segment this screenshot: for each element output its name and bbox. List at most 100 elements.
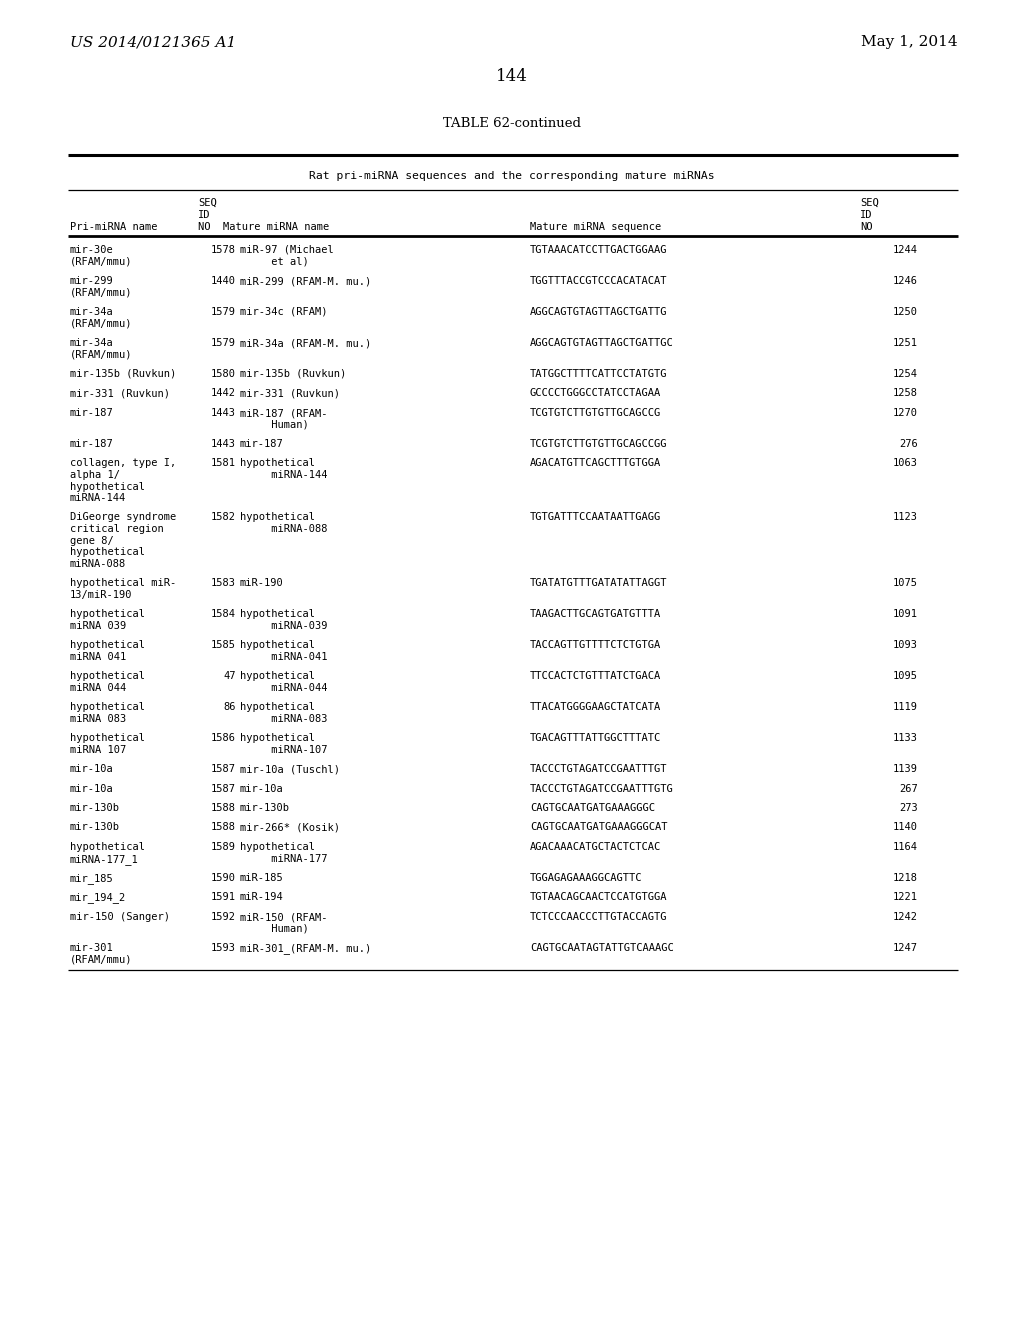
Text: hypothetical
miRNA 041: hypothetical miRNA 041 [70, 640, 145, 661]
Text: miR-190: miR-190 [240, 578, 284, 587]
Text: 1254: 1254 [893, 370, 918, 379]
Text: TCTCCCAACCCTTGTACCAGTG: TCTCCCAACCCTTGTACCAGTG [530, 912, 668, 921]
Text: 1579: 1579 [211, 308, 236, 317]
Text: TATGGCTTTTCATTCCTATGTG: TATGGCTTTTCATTCCTATGTG [530, 370, 668, 379]
Text: mir-135b (Ruvkun): mir-135b (Ruvkun) [240, 370, 346, 379]
Text: hypothetical
     miRNA-083: hypothetical miRNA-083 [240, 702, 328, 723]
Text: mir-299
(RFAM/mmu): mir-299 (RFAM/mmu) [70, 276, 132, 297]
Text: miR-34a (RFAM-M. mu.): miR-34a (RFAM-M. mu.) [240, 338, 372, 348]
Text: TAAGACTTGCAGTGATGTTTA: TAAGACTTGCAGTGATGTTTA [530, 609, 662, 619]
Text: TACCCTGTAGATCCGAATTTGTG: TACCCTGTAGATCCGAATTTGTG [530, 784, 674, 793]
Text: 1164: 1164 [893, 842, 918, 851]
Text: 86: 86 [223, 702, 236, 711]
Text: CAGTGCAATGATGAAAGGGC: CAGTGCAATGATGAAAGGGC [530, 803, 655, 813]
Text: Pri-miRNA name: Pri-miRNA name [70, 222, 158, 232]
Text: 1251: 1251 [893, 338, 918, 348]
Text: 1583: 1583 [211, 578, 236, 587]
Text: 1270: 1270 [893, 408, 918, 418]
Text: mir-130b: mir-130b [70, 803, 120, 813]
Text: hypothetical
     miRNA-177: hypothetical miRNA-177 [240, 842, 328, 863]
Text: 1119: 1119 [893, 702, 918, 711]
Text: ID: ID [860, 210, 872, 220]
Text: 267: 267 [899, 784, 918, 793]
Text: miR-97 (Michael
     et al): miR-97 (Michael et al) [240, 246, 334, 267]
Text: TGGTTTACCGTCCCACATACAT: TGGTTTACCGTCCCACATACAT [530, 276, 668, 286]
Text: 276: 276 [899, 440, 918, 449]
Text: mir-331 (Ruvkun): mir-331 (Ruvkun) [240, 388, 340, 399]
Text: mir-30e
(RFAM/mmu): mir-30e (RFAM/mmu) [70, 246, 132, 267]
Text: Mature miRNA sequence: Mature miRNA sequence [530, 222, 662, 232]
Text: mir-301
(RFAM/mmu): mir-301 (RFAM/mmu) [70, 942, 132, 965]
Text: TCGTGTCTTGTGTTGCAGCCGG: TCGTGTCTTGTGTTGCAGCCGG [530, 440, 668, 449]
Text: mir-187: mir-187 [70, 440, 114, 449]
Text: 1123: 1123 [893, 512, 918, 523]
Text: 1221: 1221 [893, 892, 918, 903]
Text: 1242: 1242 [893, 912, 918, 921]
Text: TABLE 62-continued: TABLE 62-continued [443, 117, 581, 129]
Text: NO: NO [860, 222, 872, 232]
Text: AGACATGTTCAGCTTTGTGGA: AGACATGTTCAGCTTTGTGGA [530, 458, 662, 469]
Text: 1443: 1443 [211, 408, 236, 418]
Text: CAGTGCAATAGTATTGTCAAAGC: CAGTGCAATAGTATTGTCAAAGC [530, 942, 674, 953]
Text: hypothetical
miRNA 044: hypothetical miRNA 044 [70, 671, 145, 693]
Text: mir_185: mir_185 [70, 873, 114, 884]
Text: 1244: 1244 [893, 246, 918, 255]
Text: miR-150 (RFAM-
     Human): miR-150 (RFAM- Human) [240, 912, 328, 933]
Text: 1139: 1139 [893, 764, 918, 774]
Text: TGGAGAGAAAGGCAGTTC: TGGAGAGAAAGGCAGTTC [530, 873, 642, 883]
Text: mir-10a: mir-10a [70, 784, 114, 793]
Text: 1581: 1581 [211, 458, 236, 469]
Text: 1589: 1589 [211, 842, 236, 851]
Text: TTCCACTCTGTTTATCTGACA: TTCCACTCTGTTTATCTGACA [530, 671, 662, 681]
Text: TGACAGTTTATTGGCTTTATC: TGACAGTTTATTGGCTTTATC [530, 733, 662, 743]
Text: SEQ: SEQ [198, 198, 217, 209]
Text: hypothetical
     miRNA-107: hypothetical miRNA-107 [240, 733, 328, 755]
Text: mir-135b (Ruvkun): mir-135b (Ruvkun) [70, 370, 176, 379]
Text: 1063: 1063 [893, 458, 918, 469]
Text: 1091: 1091 [893, 609, 918, 619]
Text: mir-10a: mir-10a [240, 784, 284, 793]
Text: mir-187: mir-187 [240, 440, 284, 449]
Text: 1440: 1440 [211, 276, 236, 286]
Text: collagen, type I,
alpha 1/
hypothetical
miRNA-144: collagen, type I, alpha 1/ hypothetical … [70, 458, 176, 503]
Text: hypothetical
     miRNA-044: hypothetical miRNA-044 [240, 671, 328, 693]
Text: 1587: 1587 [211, 764, 236, 774]
Text: mir-34a
(RFAM/mmu): mir-34a (RFAM/mmu) [70, 338, 132, 359]
Text: hypothetical
miRNA 039: hypothetical miRNA 039 [70, 609, 145, 631]
Text: 47: 47 [223, 671, 236, 681]
Text: 1246: 1246 [893, 276, 918, 286]
Text: mir-331 (Ruvkun): mir-331 (Ruvkun) [70, 388, 170, 399]
Text: mir-10a (Tuschl): mir-10a (Tuschl) [240, 764, 340, 774]
Text: 1582: 1582 [211, 512, 236, 523]
Text: 1133: 1133 [893, 733, 918, 743]
Text: 1247: 1247 [893, 942, 918, 953]
Text: mir-34a
(RFAM/mmu): mir-34a (RFAM/mmu) [70, 308, 132, 329]
Text: mir-10a: mir-10a [70, 764, 114, 774]
Text: 1580: 1580 [211, 370, 236, 379]
Text: AGGCAGTGTAGTTAGCTGATTGC: AGGCAGTGTAGTTAGCTGATTGC [530, 338, 674, 348]
Text: mir-130b: mir-130b [240, 803, 290, 813]
Text: TGTGATTTCCAATAATTGAGG: TGTGATTTCCAATAATTGAGG [530, 512, 662, 523]
Text: 1442: 1442 [211, 388, 236, 399]
Text: miR-187 (RFAM-
     Human): miR-187 (RFAM- Human) [240, 408, 328, 429]
Text: 1588: 1588 [211, 822, 236, 833]
Text: 1578: 1578 [211, 246, 236, 255]
Text: CAGTGCAATGATGAAAGGGCAT: CAGTGCAATGATGAAAGGGCAT [530, 822, 668, 833]
Text: 1140: 1140 [893, 822, 918, 833]
Text: hypothetical
     miRNA-039: hypothetical miRNA-039 [240, 609, 328, 631]
Text: mir-266* (Kosik): mir-266* (Kosik) [240, 822, 340, 833]
Text: 1586: 1586 [211, 733, 236, 743]
Text: 1588: 1588 [211, 803, 236, 813]
Text: 1591: 1591 [211, 892, 236, 903]
Text: 1095: 1095 [893, 671, 918, 681]
Text: GCCCCTGGGCCTATCCTAGAA: GCCCCTGGGCCTATCCTAGAA [530, 388, 662, 399]
Text: mir_194_2: mir_194_2 [70, 892, 126, 903]
Text: TGTAAACATCCTTGACTGGAAG: TGTAAACATCCTTGACTGGAAG [530, 246, 668, 255]
Text: mir-34c (RFAM): mir-34c (RFAM) [240, 308, 328, 317]
Text: TGTAACAGCAACTCCATGTGGA: TGTAACAGCAACTCCATGTGGA [530, 892, 668, 903]
Text: 1218: 1218 [893, 873, 918, 883]
Text: mir-187: mir-187 [70, 408, 114, 418]
Text: ID: ID [198, 210, 211, 220]
Text: TCGTGTCTTGTGTTGCAGCCG: TCGTGTCTTGTGTTGCAGCCG [530, 408, 662, 418]
Text: 1592: 1592 [211, 912, 236, 921]
